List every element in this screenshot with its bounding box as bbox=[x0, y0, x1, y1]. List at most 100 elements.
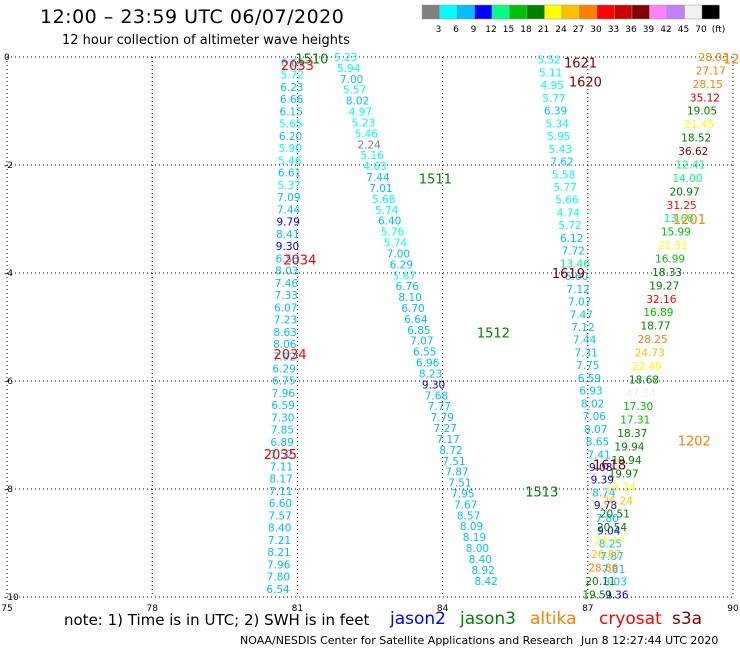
generated-timestamp: Jun 8 12:27:44 UTC 2020 bbox=[581, 634, 719, 647]
swh-data-label: 7.33 bbox=[274, 290, 297, 302]
swh-data-label: 7.06 bbox=[583, 411, 607, 423]
swh-data-label: 7.75 bbox=[576, 360, 599, 372]
swh-data-label: 7.44 bbox=[573, 335, 597, 347]
swh-data-label: 5.34 bbox=[545, 118, 569, 130]
swh-data-label: 8.19 bbox=[463, 532, 486, 544]
swh-data-label: 4.74 bbox=[557, 207, 581, 219]
swh-data-label: 5.94 bbox=[337, 63, 361, 75]
swh-data-label: 9.30 bbox=[422, 379, 445, 391]
swh-data-label: 5.23 bbox=[352, 117, 375, 129]
swh-data-label: 8.40 bbox=[268, 523, 291, 535]
swh-data-label: 7.07 bbox=[568, 297, 591, 309]
swh-data-label: 7.96 bbox=[267, 559, 291, 571]
swh-data-label: 7.01 bbox=[369, 183, 392, 195]
swh-data-label: 6.12 bbox=[560, 233, 583, 245]
swh-data-label: 6.39 bbox=[544, 106, 567, 118]
swh-data-label: 7.00 bbox=[387, 248, 410, 260]
swh-data-label: 9.04 bbox=[597, 526, 621, 538]
swh-data-label: 7.00 bbox=[340, 74, 363, 86]
swh-data-label: 7.27 bbox=[434, 423, 457, 435]
swh-data-label: 5.72 bbox=[281, 70, 304, 82]
swh-data-label: 19.94 bbox=[614, 442, 644, 454]
swh-data-label: 7.23 bbox=[274, 315, 297, 327]
swh-data-label: 6.66 bbox=[280, 94, 304, 106]
swh-data-label: 7.52 bbox=[270, 449, 293, 461]
legend-cryosat: cryosat bbox=[599, 609, 662, 629]
pass-time-label: 1618 bbox=[593, 459, 626, 474]
swh-data-label: 7.68 bbox=[425, 390, 448, 402]
swh-data-label: 13.46 bbox=[560, 258, 590, 270]
swh-data-label: 20.97 bbox=[670, 186, 700, 198]
swh-data-label: 7.51 bbox=[442, 456, 465, 468]
swh-data-label: 6.75 bbox=[272, 376, 295, 388]
swh-data-label: 18.68 bbox=[629, 374, 659, 386]
swh-data-label: 7.44 bbox=[277, 204, 301, 216]
swh-data-label: 16.89 bbox=[643, 307, 673, 319]
pass-time-label: 1511 bbox=[419, 173, 452, 188]
swh-data-label: 6.54 bbox=[266, 584, 290, 596]
legend-altika: altika bbox=[530, 609, 577, 629]
swh-data-label: 18.33 bbox=[652, 267, 682, 279]
swh-data-label: 21.91 bbox=[658, 240, 688, 252]
legend-jason2: jason2 bbox=[390, 609, 446, 629]
swh-data-label: 4.63 bbox=[363, 161, 386, 173]
swh-data-label: 5.46 bbox=[355, 128, 379, 140]
swh-data-label: 7.51 bbox=[448, 478, 471, 490]
swh-data-label: 8.72 bbox=[439, 445, 462, 457]
swh-data-label: 8.41 bbox=[276, 229, 299, 241]
swh-data-label: 7.12 bbox=[566, 284, 589, 296]
swh-data-label: 8.25 bbox=[599, 538, 622, 550]
swh-data-label: 7.07 bbox=[410, 336, 433, 348]
y-tick-label: -2 bbox=[4, 161, 13, 171]
swh-data-label: 6.89 bbox=[270, 437, 293, 449]
swh-data-label: 7.95 bbox=[451, 489, 474, 501]
swh-data-label: 8.10 bbox=[398, 292, 421, 304]
swh-data-label: 6.29 bbox=[272, 364, 295, 376]
swh-data-label: 8.92 bbox=[472, 565, 495, 577]
swh-data-label: 6.40 bbox=[378, 216, 401, 228]
swh-data-label: 19.51 bbox=[582, 589, 612, 601]
y-tick-label: -10 bbox=[4, 593, 19, 603]
y-tick-label: 0 bbox=[4, 53, 10, 63]
swh-data-label: 5.68 bbox=[372, 194, 395, 206]
swh-data-label: 6.93 bbox=[579, 386, 602, 398]
swh-data-label: 7.31 bbox=[574, 347, 597, 359]
swh-data-label: 14.00 bbox=[672, 173, 702, 185]
swh-data-label: 7.92 bbox=[273, 351, 296, 363]
swh-data-label: 7.77 bbox=[428, 401, 451, 413]
swh-data-label: 8.57 bbox=[457, 510, 480, 522]
swh-data-label: 18.77 bbox=[641, 321, 671, 333]
swh-data-label: 7.67 bbox=[454, 499, 477, 511]
swh-data-label: 5.90 bbox=[279, 143, 302, 155]
swh-data-label: 24.73 bbox=[635, 348, 665, 360]
swh-data-label: 5.57 bbox=[343, 85, 366, 97]
swh-data-label: 47.84 bbox=[626, 388, 656, 400]
swh-data-label: 22.49 bbox=[632, 361, 662, 373]
swh-data-label: 27.17 bbox=[696, 65, 726, 77]
swh-data-label: 4.97 bbox=[349, 107, 372, 119]
swh-data-label: 6.70 bbox=[401, 303, 424, 315]
swh-data-label: 6.65 bbox=[281, 57, 304, 69]
swh-data-label: 6.96 bbox=[416, 358, 440, 370]
x-tick-label: 87 bbox=[582, 604, 593, 614]
chart-subtitle: 12 hour collection of altimeter wave hei… bbox=[62, 33, 350, 48]
swh-data-label: 7.57 bbox=[268, 510, 291, 522]
swh-data-label: 8.03 bbox=[604, 577, 627, 589]
swh-data-label: 35.12 bbox=[690, 92, 720, 104]
chart-title: 12:00 – 23:59 UTC 06/07/2020 bbox=[40, 6, 345, 28]
swh-data-label: 5.16 bbox=[360, 150, 384, 162]
legend-jason3: jason3 bbox=[460, 609, 516, 629]
swh-data-label: 16.99 bbox=[655, 253, 685, 265]
swh-data-label: 4.95 bbox=[541, 80, 564, 92]
swh-data-label: 2.24 bbox=[357, 139, 381, 151]
swh-data-label: 7.09 bbox=[277, 192, 300, 204]
pass-time-label: 2033 bbox=[281, 59, 314, 74]
swh-data-label: 5.37 bbox=[277, 180, 300, 192]
swh-data-label: 6.59 bbox=[578, 373, 601, 385]
swh-data-label: 28.25 bbox=[638, 334, 668, 346]
swh-data-label: 5.76 bbox=[381, 227, 405, 239]
swh-data-label: 5.52 bbox=[537, 55, 560, 67]
swh-data-label: 5.43 bbox=[549, 144, 572, 156]
swh-data-label: 19.27 bbox=[649, 280, 679, 292]
swh-data-label: 5.72 bbox=[558, 220, 581, 232]
